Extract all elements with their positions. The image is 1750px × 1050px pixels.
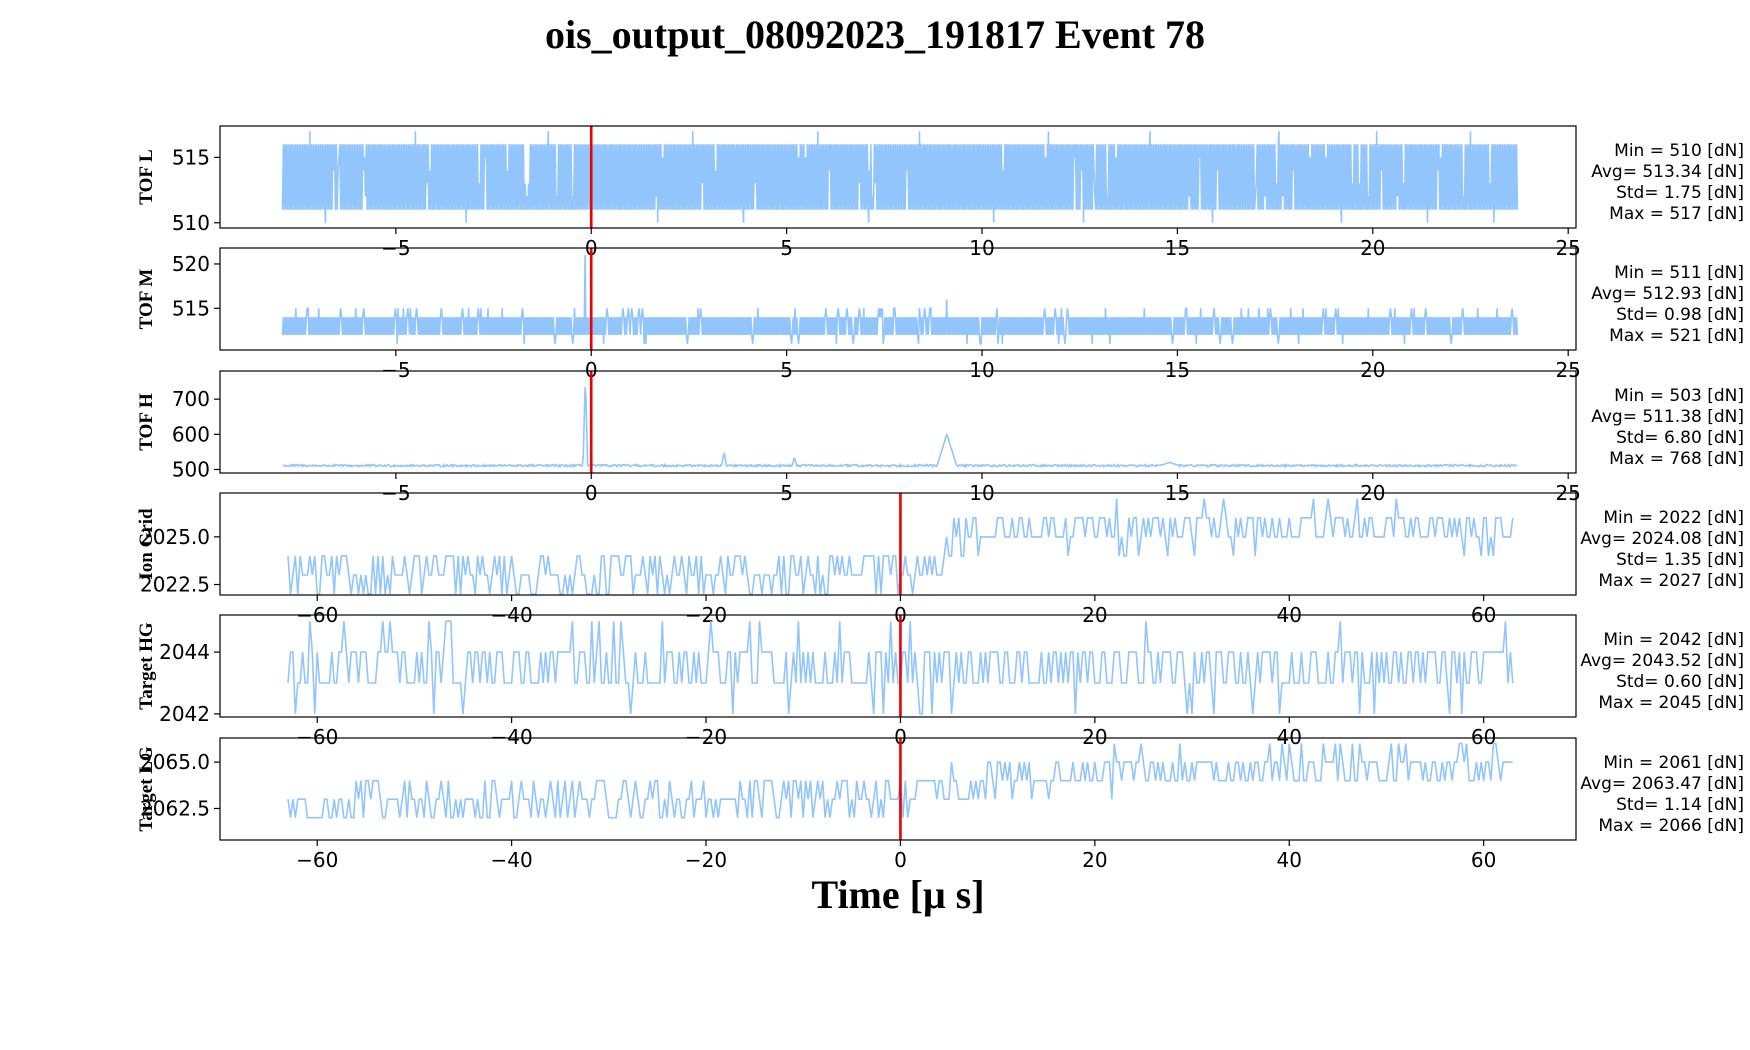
x-tick-label: 20: [1360, 358, 1385, 382]
y-axis-label: TOF H: [136, 393, 157, 451]
stat-line: Min = 510 [dN]: [1614, 141, 1744, 161]
y-tick-label: 2022.5: [140, 573, 210, 597]
y-tick-label: 515: [172, 296, 210, 320]
y-tick-label: 2062.5: [140, 796, 210, 820]
y-axis-label: Target HG: [136, 622, 157, 710]
x-tick-label: 25: [1555, 358, 1580, 382]
stat-line: Std= 6.80 [dN]: [1616, 428, 1744, 448]
axes-frame: [219, 247, 1577, 351]
stat-line: Std= 1.14 [dN]: [1616, 795, 1744, 815]
y-tick-label: 520: [172, 252, 210, 276]
stat-line: Avg= 2063.47 [dN]: [1580, 774, 1744, 794]
x-tick-label: −60: [296, 848, 338, 872]
stat-line: Max = 2027 [dN]: [1598, 571, 1744, 591]
series-trace-tof-l: [281, 131, 1519, 223]
x-tick-label: 20: [1082, 848, 1107, 872]
stat-line: Min = 511 [dN]: [1614, 263, 1744, 283]
axes-frame: [219, 370, 1577, 474]
x-tick-label: −20: [685, 725, 727, 749]
stat-line: Min = 2042 [dN]: [1603, 630, 1744, 650]
stat-line: Max = 517 [dN]: [1609, 204, 1744, 224]
stat-line: Avg= 2043.52 [dN]: [1580, 651, 1744, 671]
y-tick-label: 600: [172, 422, 210, 446]
stat-line: Avg= 511.38 [dN]: [1591, 407, 1744, 427]
x-tick-label: 0: [894, 848, 907, 872]
y-tick-label: 2065.0: [140, 750, 210, 774]
y-axis-label: Ion Grid: [136, 508, 157, 580]
x-tick-label: 5: [780, 358, 793, 382]
stat-line: Min = 2061 [dN]: [1603, 753, 1744, 773]
stat-line: Max = 2045 [dN]: [1598, 693, 1744, 713]
stat-line: Avg= 513.34 [dN]: [1591, 162, 1744, 182]
x-tick-label: −20: [685, 848, 727, 872]
x-tick-label: 10: [969, 358, 994, 382]
stat-line: Std= 0.60 [dN]: [1616, 672, 1744, 692]
x-tick-label: 0: [894, 725, 907, 749]
y-tick-label: 500: [172, 457, 210, 481]
x-tick-label: −40: [491, 848, 533, 872]
x-tick-label: −60: [296, 725, 338, 749]
stat-line: Max = 2066 [dN]: [1598, 816, 1744, 836]
series-trace-tof-m: [281, 255, 1519, 345]
x-tick-label: 40: [1277, 848, 1302, 872]
stat-line: Min = 503 [dN]: [1614, 386, 1744, 406]
stat-line: Std= 1.75 [dN]: [1616, 183, 1744, 203]
y-tick-label: 510: [172, 211, 210, 235]
stat-line: Avg= 2024.08 [dN]: [1580, 529, 1744, 549]
y-tick-label: 2042: [159, 702, 210, 726]
x-tick-label: 0: [585, 358, 598, 382]
y-tick-label: 515: [172, 145, 210, 169]
stat-line: Std= 1.35 [dN]: [1616, 550, 1744, 570]
stat-line: Min = 2022 [dN]: [1603, 508, 1744, 528]
x-tick-label: −5: [381, 358, 410, 382]
y-tick-label: 2025.0: [140, 525, 210, 549]
y-axis-label: Target LG: [136, 746, 157, 832]
x-tick-label: 60: [1471, 725, 1496, 749]
axes-frame: [219, 614, 1577, 718]
y-tick-label: 700: [172, 387, 210, 411]
y-tick-label: 2044: [159, 640, 210, 664]
stat-line: Max = 521 [dN]: [1609, 326, 1744, 346]
x-tick-label: 60: [1471, 848, 1496, 872]
panel-tof-m: −5 0 5 10 15 20 25 515 520 TOF M Min = 511 [dN]Avg…: [136, 247, 1744, 382]
figure-title: ois_output_08092023_191817 Event 78: [545, 12, 1205, 57]
axes-frame: [219, 125, 1577, 229]
stat-line: Max = 768 [dN]: [1609, 449, 1744, 469]
x-tick-label: −40: [491, 725, 533, 749]
stat-line: Std= 0.98 [dN]: [1616, 305, 1744, 325]
series-trace-tof-h: [282, 387, 1518, 469]
axes-frame: [219, 737, 1577, 841]
axes-frame: [219, 492, 1577, 596]
x-tick-label: 20: [1082, 725, 1107, 749]
stat-line: Avg= 512.93 [dN]: [1591, 284, 1744, 304]
y-axis-label: TOF L: [136, 149, 157, 204]
y-axis-label: TOF M: [136, 269, 157, 330]
x-tick-label: 15: [1165, 358, 1190, 382]
x-axis-label: Time [μ s]: [811, 872, 984, 917]
